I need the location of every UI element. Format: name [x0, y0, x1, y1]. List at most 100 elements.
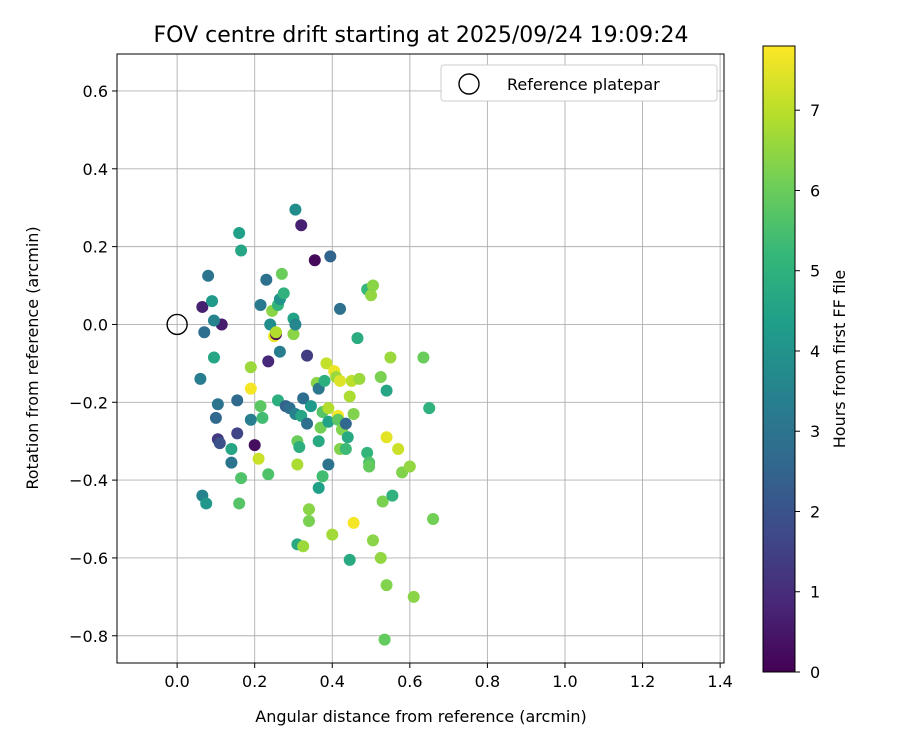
y-tick-label: −0.6	[69, 549, 108, 568]
chart-title: FOV centre drift starting at 2025/09/24 …	[154, 23, 689, 48]
data-point	[343, 553, 356, 566]
x-axis: 0.0 0.2 0.4 0.6 0.8 1.0 1.2 1.4	[164, 663, 733, 691]
colorbar-tick-label: 7	[810, 101, 820, 120]
data-point	[202, 269, 215, 282]
y-tick-label: 0.4	[83, 160, 108, 179]
data-point	[320, 357, 333, 370]
x-tick-label: 1.2	[630, 672, 655, 691]
data-point	[407, 590, 420, 603]
data-point	[302, 514, 315, 527]
data-point	[244, 413, 257, 426]
data-point	[326, 528, 339, 541]
colorbar-label: Hours from first FF file	[830, 270, 849, 449]
colorbar-tick-label: 5	[810, 262, 820, 281]
data-point	[289, 318, 302, 331]
data-point	[318, 374, 331, 387]
x-axis-label: Angular distance from reference (arcmin)	[255, 707, 586, 726]
data-point	[209, 411, 222, 424]
data-point	[207, 351, 220, 364]
data-point	[252, 452, 265, 465]
data-point	[392, 442, 405, 455]
data-point	[231, 427, 244, 440]
data-point	[378, 633, 391, 646]
data-point	[347, 407, 360, 420]
data-point	[244, 382, 257, 395]
data-point	[273, 345, 286, 358]
data-point	[403, 460, 416, 473]
data-point	[248, 439, 261, 452]
data-point	[293, 441, 306, 454]
data-point	[277, 287, 290, 300]
data-point	[196, 300, 209, 313]
data-point	[324, 250, 337, 263]
y-axis: 0.6 0.4 0.2 0.0 −0.2 −0.4 −0.6 −0.8	[69, 82, 117, 646]
data-point	[262, 468, 275, 481]
data-point	[341, 431, 354, 444]
data-point	[351, 332, 364, 345]
data-point	[316, 470, 329, 483]
y-tick-label: 0.6	[83, 82, 108, 101]
data-point	[225, 442, 238, 455]
data-point	[365, 289, 378, 302]
x-tick-label: 0.0	[164, 672, 189, 691]
data-point	[361, 446, 374, 459]
y-tick-label: −0.8	[69, 627, 108, 646]
y-axis-label: Rotation from reference (arcmin)	[23, 226, 42, 489]
data-point	[312, 481, 325, 494]
data-point	[275, 267, 288, 280]
data-point	[233, 497, 246, 510]
legend-label: Reference platepar	[507, 75, 660, 94]
colorbar-tick-label: 2	[810, 502, 820, 521]
data-point	[312, 435, 325, 448]
data-point	[207, 314, 220, 327]
data-point	[374, 551, 387, 564]
data-points	[194, 203, 440, 646]
data-point	[334, 374, 347, 387]
data-point	[423, 402, 436, 415]
data-point	[308, 254, 321, 267]
data-point	[211, 398, 224, 411]
data-point	[374, 370, 387, 383]
data-point	[384, 351, 397, 364]
x-tick-label: 0.6	[397, 672, 422, 691]
data-point	[270, 326, 283, 339]
data-point	[347, 516, 360, 529]
colorbar-tick-label: 1	[810, 583, 820, 602]
data-point	[295, 219, 308, 232]
data-point	[200, 497, 213, 510]
data-point	[304, 400, 317, 413]
data-point	[339, 442, 352, 455]
reference-marker	[166, 313, 188, 336]
y-tick-label: 0.0	[83, 315, 108, 334]
legend-box	[440, 64, 718, 102]
data-point	[380, 431, 393, 444]
data-point	[256, 411, 269, 424]
x-tick-label: 0.8	[475, 672, 500, 691]
data-point	[380, 384, 393, 397]
data-point	[302, 503, 315, 516]
data-point	[376, 495, 389, 508]
data-point	[366, 279, 379, 292]
colorbar-tick-label: 3	[810, 422, 820, 441]
legend: Reference platepar	[440, 64, 718, 102]
data-point	[339, 417, 352, 430]
colorbar-tick-label: 0	[810, 663, 820, 682]
reference-marker-group	[166, 313, 188, 336]
y-tick-label: −0.2	[69, 393, 108, 412]
data-point	[343, 390, 356, 403]
grid-lines	[117, 54, 724, 663]
data-point	[301, 349, 314, 362]
colorbar-gradient	[762, 45, 796, 673]
colorbar-tick-label: 6	[810, 181, 820, 200]
data-point	[198, 326, 211, 339]
data-point	[233, 227, 246, 240]
data-point	[297, 392, 310, 405]
data-point	[235, 472, 248, 485]
x-tick-label: 1.4	[707, 672, 732, 691]
data-point	[287, 328, 300, 341]
data-point	[322, 415, 335, 428]
data-point	[334, 302, 347, 315]
colorbar-tick-label: 4	[810, 342, 820, 361]
data-point	[254, 400, 267, 413]
